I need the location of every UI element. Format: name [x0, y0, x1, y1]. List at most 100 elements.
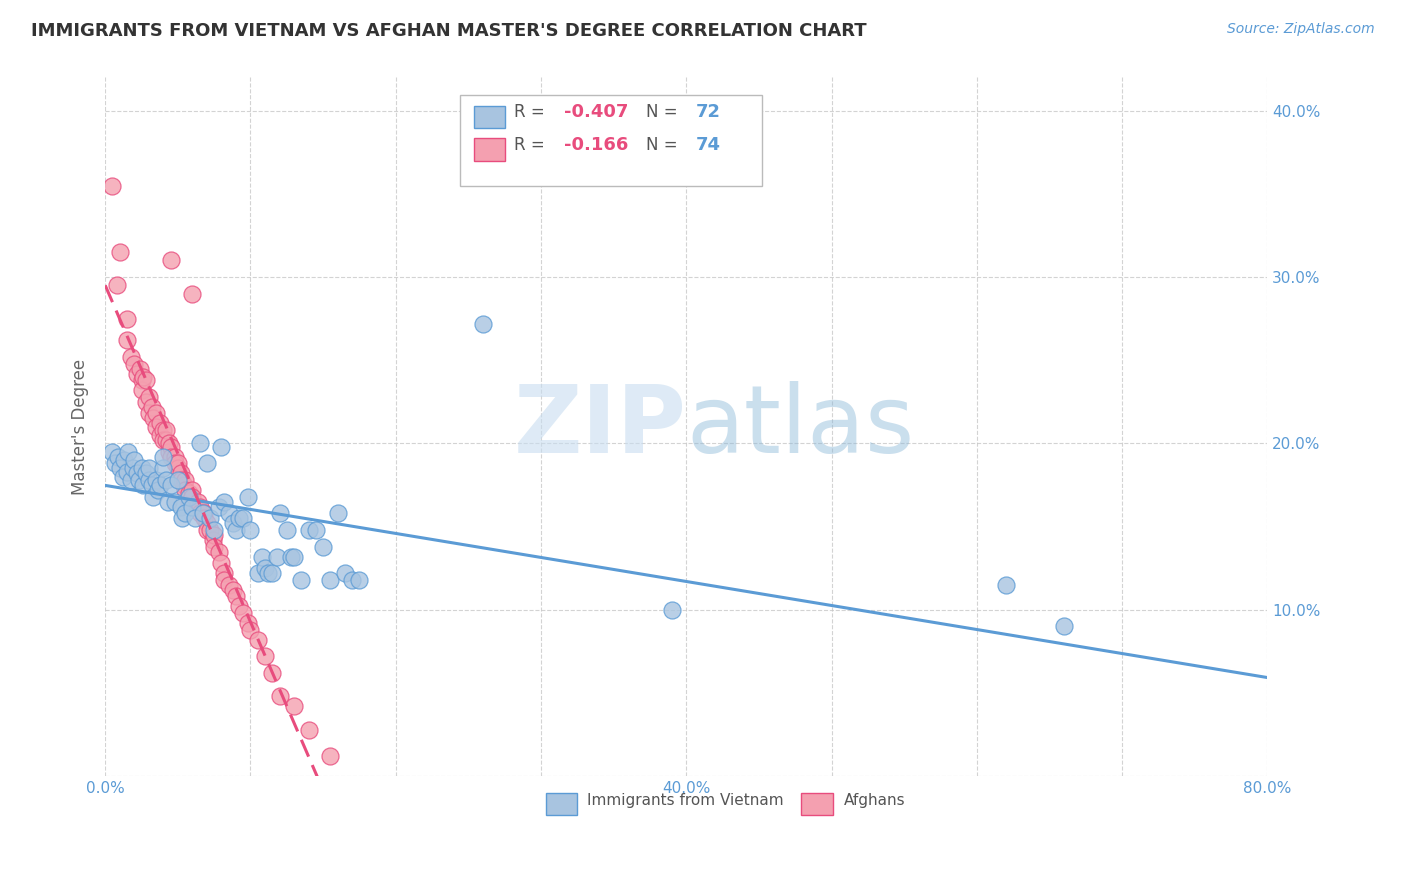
Point: [135, 373, 157, 387]
Point: [157, 444, 180, 458]
Point: [305, 523, 328, 537]
Point: [104, 456, 127, 470]
Point: [269, 506, 291, 520]
Point: [340, 573, 363, 587]
Text: ZIP: ZIP: [513, 381, 686, 473]
Point: [115, 465, 138, 479]
Point: [145, 419, 167, 434]
Point: [222, 582, 245, 597]
Point: [228, 599, 250, 614]
Point: [101, 178, 124, 193]
Text: IMMIGRANTS FROM VIETNAM VS AFGHAN MASTER'S DEGREE CORRELATION CHART: IMMIGRANTS FROM VIETNAM VS AFGHAN MASTER…: [31, 22, 866, 40]
Point: [661, 603, 683, 617]
Point: [257, 566, 280, 581]
Point: [152, 461, 174, 475]
Text: R =: R =: [515, 136, 550, 153]
Point: [111, 469, 134, 483]
Point: [132, 369, 155, 384]
Point: [253, 649, 276, 664]
Point: [262, 566, 284, 581]
Point: [163, 494, 186, 508]
Point: [214, 573, 236, 587]
Point: [207, 544, 229, 558]
Point: [157, 436, 180, 450]
Point: [173, 478, 195, 492]
Text: atlas: atlas: [686, 381, 914, 473]
Point: [280, 549, 302, 564]
Point: [152, 423, 174, 437]
Point: [166, 473, 188, 487]
Point: [131, 383, 153, 397]
Point: [112, 453, 135, 467]
Point: [166, 461, 188, 475]
Point: [202, 528, 225, 542]
Point: [181, 483, 204, 497]
Point: [131, 461, 153, 475]
FancyBboxPatch shape: [460, 95, 762, 186]
Point: [146, 483, 169, 497]
Point: [218, 506, 240, 520]
Point: [145, 407, 167, 421]
Point: [131, 373, 153, 387]
Point: [195, 456, 218, 470]
Point: [181, 500, 204, 514]
Text: N =: N =: [645, 103, 682, 121]
Point: [184, 511, 207, 525]
Point: [471, 317, 494, 331]
Point: [209, 440, 232, 454]
Point: [170, 500, 193, 514]
Point: [188, 506, 211, 520]
Point: [166, 456, 188, 470]
Point: [214, 494, 236, 508]
Point: [246, 632, 269, 647]
Point: [195, 523, 218, 537]
Text: N =: N =: [645, 136, 682, 153]
Point: [122, 453, 145, 467]
Point: [218, 578, 240, 592]
Point: [117, 444, 139, 458]
Point: [142, 411, 165, 425]
Point: [155, 473, 177, 487]
Point: [239, 523, 262, 537]
Text: -0.407: -0.407: [564, 103, 628, 121]
Point: [225, 590, 247, 604]
Point: [269, 690, 291, 704]
Point: [128, 473, 150, 487]
Point: [105, 278, 128, 293]
Point: [170, 467, 193, 481]
Text: Source: ZipAtlas.com: Source: ZipAtlas.com: [1227, 22, 1375, 37]
Point: [232, 511, 254, 525]
Point: [239, 623, 262, 637]
Point: [188, 436, 211, 450]
Text: 74: 74: [696, 136, 720, 153]
Point: [120, 350, 142, 364]
Point: [250, 549, 273, 564]
Point: [312, 540, 335, 554]
Point: [108, 461, 131, 475]
Point: [163, 450, 186, 464]
Point: [202, 540, 225, 554]
Point: [225, 523, 247, 537]
Point: [138, 473, 160, 487]
Point: [283, 549, 305, 564]
Point: [283, 699, 305, 714]
Point: [276, 523, 298, 537]
Point: [141, 400, 163, 414]
Point: [290, 573, 312, 587]
Point: [187, 494, 209, 508]
Point: [138, 407, 160, 421]
Point: [172, 511, 194, 525]
Point: [349, 573, 371, 587]
Point: [228, 511, 250, 525]
Point: [152, 450, 174, 464]
Point: [195, 516, 218, 531]
Point: [262, 665, 284, 680]
Point: [174, 506, 197, 520]
Point: [155, 423, 177, 437]
Point: [159, 478, 181, 492]
Point: [297, 523, 319, 537]
Point: [108, 245, 131, 260]
Point: [181, 286, 204, 301]
Text: -0.166: -0.166: [564, 136, 628, 153]
Point: [266, 549, 288, 564]
